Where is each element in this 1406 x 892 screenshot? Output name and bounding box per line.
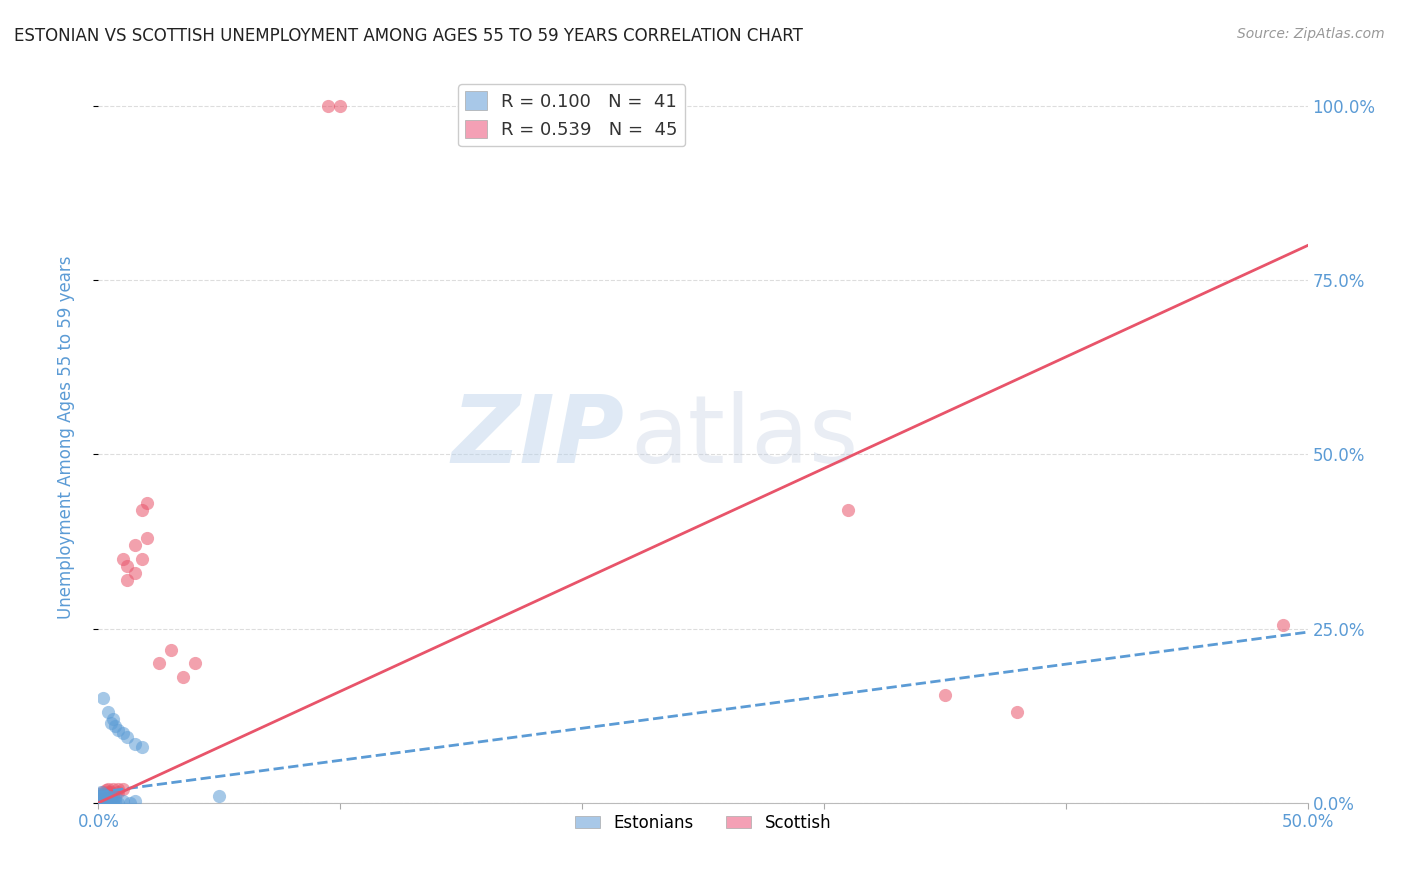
Point xyxy=(1007,705,1029,719)
Point xyxy=(184,657,207,671)
Point xyxy=(101,781,124,796)
Point xyxy=(100,793,122,807)
Point xyxy=(97,785,120,799)
Point xyxy=(94,791,117,805)
Point xyxy=(100,785,122,799)
Point xyxy=(94,794,117,808)
Point xyxy=(94,796,117,810)
Point xyxy=(100,715,122,730)
Point xyxy=(131,552,153,566)
Point xyxy=(107,781,129,796)
Point xyxy=(124,737,146,751)
Point xyxy=(87,789,110,803)
Point xyxy=(101,789,124,803)
Point xyxy=(91,792,114,806)
Point xyxy=(101,796,124,810)
Point xyxy=(91,796,114,810)
Point xyxy=(316,99,339,113)
Point xyxy=(107,796,129,810)
Point xyxy=(94,789,117,803)
Point xyxy=(172,670,194,684)
Point xyxy=(91,796,114,810)
Text: ZIP: ZIP xyxy=(451,391,624,483)
Point xyxy=(91,790,114,805)
Point xyxy=(94,796,117,810)
Point xyxy=(107,723,129,737)
Point xyxy=(111,781,134,796)
Point xyxy=(160,642,183,657)
Point xyxy=(107,785,129,799)
Legend: Estonians, Scottish: Estonians, Scottish xyxy=(568,807,838,838)
Text: atlas: atlas xyxy=(630,391,859,483)
Point xyxy=(934,688,956,702)
Point xyxy=(111,552,134,566)
Point xyxy=(135,496,157,510)
Point xyxy=(131,503,153,517)
Point xyxy=(104,719,127,733)
Point xyxy=(111,726,134,740)
Point xyxy=(558,99,581,113)
Point xyxy=(94,792,117,806)
Point xyxy=(97,796,120,810)
Point xyxy=(131,740,153,755)
Point xyxy=(101,794,124,808)
Point xyxy=(94,783,117,797)
Point xyxy=(87,796,110,810)
Point xyxy=(117,558,139,573)
Point xyxy=(104,794,127,808)
Point xyxy=(97,794,120,808)
Point xyxy=(124,794,146,808)
Point xyxy=(91,794,114,808)
Point xyxy=(118,796,141,810)
Point xyxy=(90,785,112,799)
Point xyxy=(87,796,110,810)
Point xyxy=(124,566,146,580)
Point xyxy=(104,790,127,805)
Point xyxy=(87,789,110,803)
Point xyxy=(91,785,114,799)
Point xyxy=(1272,618,1295,632)
Point xyxy=(97,781,120,796)
Point xyxy=(87,792,110,806)
Point xyxy=(148,657,170,671)
Point xyxy=(94,789,117,803)
Point xyxy=(135,531,157,545)
Point xyxy=(90,794,112,808)
Point xyxy=(90,791,112,805)
Point xyxy=(117,573,139,587)
Point xyxy=(117,730,139,744)
Point xyxy=(97,792,120,806)
Point xyxy=(100,796,122,810)
Point xyxy=(97,790,120,805)
Point xyxy=(91,789,114,803)
Point xyxy=(91,788,114,802)
Text: Source: ZipAtlas.com: Source: ZipAtlas.com xyxy=(1237,27,1385,41)
Point xyxy=(837,503,859,517)
Point xyxy=(87,788,110,802)
Point xyxy=(100,790,122,805)
Point xyxy=(90,791,112,805)
Y-axis label: Unemployment Among Ages 55 to 59 years: Unemployment Among Ages 55 to 59 years xyxy=(56,255,75,619)
Point xyxy=(87,791,110,805)
Point xyxy=(90,796,112,810)
Point xyxy=(90,794,112,808)
Point xyxy=(90,796,112,810)
Point xyxy=(87,794,110,808)
Point xyxy=(111,794,134,808)
Point xyxy=(91,691,114,706)
Point xyxy=(124,538,146,552)
Point xyxy=(208,789,231,803)
Point xyxy=(97,705,120,719)
Text: ESTONIAN VS SCOTTISH UNEMPLOYMENT AMONG AGES 55 TO 59 YEARS CORRELATION CHART: ESTONIAN VS SCOTTISH UNEMPLOYMENT AMONG … xyxy=(14,27,803,45)
Point xyxy=(100,792,122,806)
Point xyxy=(329,99,352,113)
Point xyxy=(101,712,124,726)
